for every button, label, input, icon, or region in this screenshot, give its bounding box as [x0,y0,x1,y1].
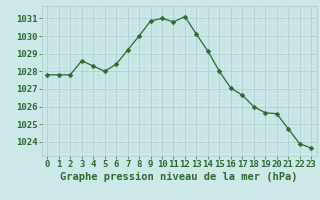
X-axis label: Graphe pression niveau de la mer (hPa): Graphe pression niveau de la mer (hPa) [60,172,298,182]
